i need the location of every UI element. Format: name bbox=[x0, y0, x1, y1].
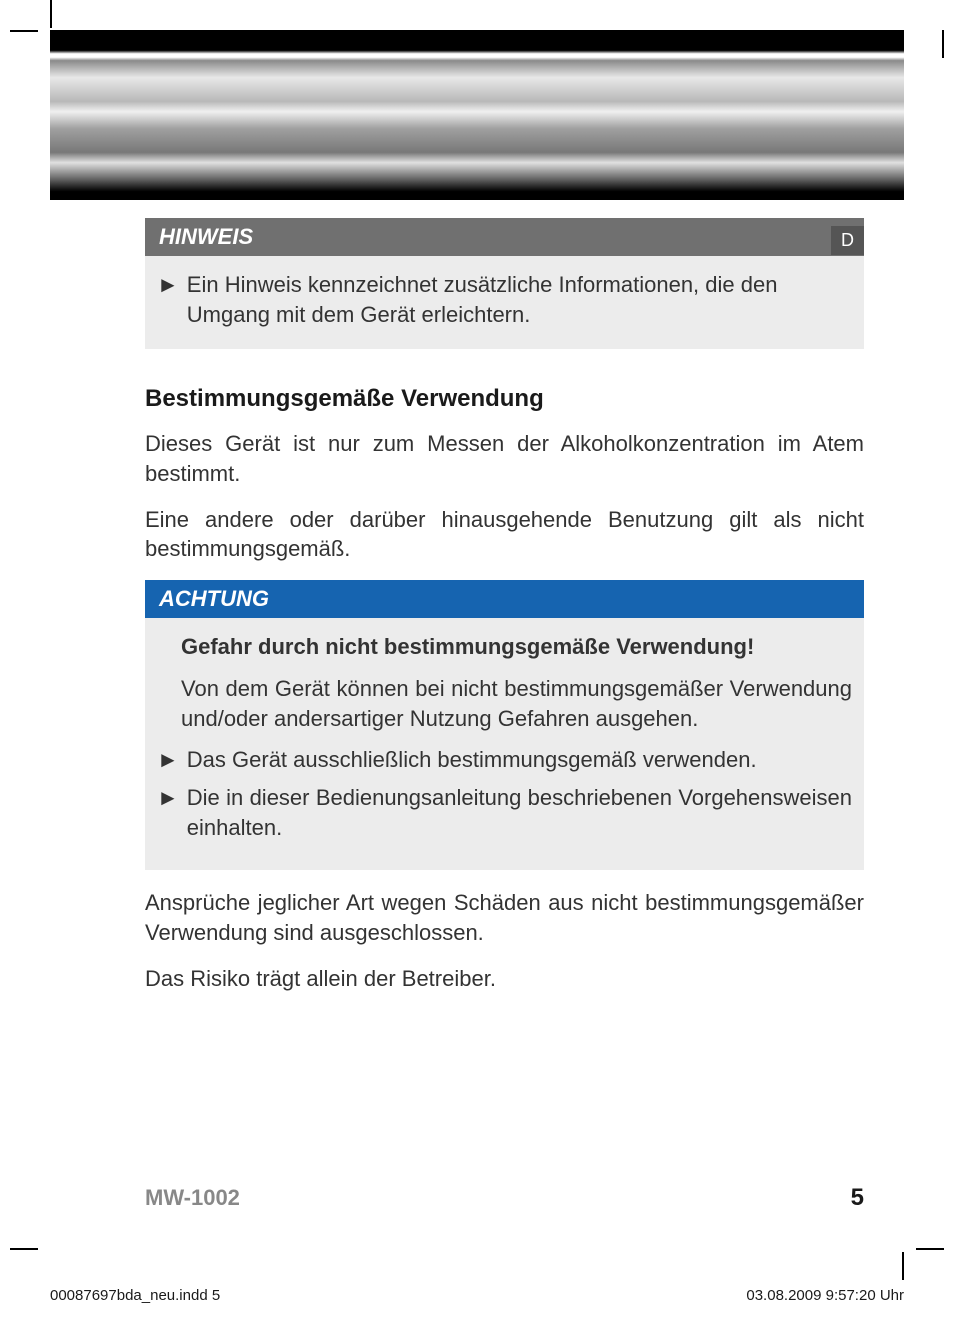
notice-text: Ein Hinweis kennzeichnet zusätzliche Inf… bbox=[187, 270, 852, 329]
caution-box: ACHTUNG Gefahr durch nicht bestimmungsge… bbox=[145, 580, 864, 870]
notice-header: HINWEIS bbox=[145, 218, 864, 256]
crop-mark bbox=[916, 1248, 944, 1250]
body-paragraph: Ansprüche jeglicher Art wegen Schäden au… bbox=[145, 888, 864, 947]
caution-item: ► Die in dieser Bedienungsanleitung besc… bbox=[157, 783, 852, 842]
notice-item: ► Ein Hinweis kennzeichnet zusätzliche I… bbox=[157, 270, 852, 329]
crop-mark bbox=[50, 0, 52, 28]
language-badge: D bbox=[831, 226, 864, 255]
caution-item: ► Das Gerät ausschließlich bestimmungsge… bbox=[157, 745, 852, 775]
section-heading: Bestimmungsgemäße Verwendung bbox=[145, 385, 864, 413]
meta-filename: 00087697bda_neu.indd 5 bbox=[50, 1287, 220, 1304]
footer-model: MW-1002 bbox=[145, 1185, 240, 1211]
arrow-bullet-icon: ► bbox=[157, 270, 179, 329]
meta-timestamp: 03.08.2009 9:57:20 Uhr bbox=[746, 1287, 904, 1304]
meta-footer: 00087697bda_neu.indd 5 03.08.2009 9:57:2… bbox=[50, 1287, 904, 1304]
notice-body: ► Ein Hinweis kennzeichnet zusätzliche I… bbox=[145, 256, 864, 349]
caution-paragraph: Von dem Gerät können bei nicht bestimmun… bbox=[157, 674, 852, 733]
caution-item-text: Die in dieser Bedienungsanleitung beschr… bbox=[187, 783, 852, 842]
header-banner-image bbox=[50, 30, 904, 200]
arrow-bullet-icon: ► bbox=[157, 783, 179, 842]
content-area: HINWEIS ► Ein Hinweis kennzeichnet zusät… bbox=[50, 200, 904, 993]
body-paragraph: Das Risiko trägt allein der Betreiber. bbox=[145, 964, 864, 994]
page-container: D HINWEIS ► Ein Hinweis kennzeichnet zus… bbox=[50, 30, 904, 1250]
page-footer: MW-1002 5 bbox=[145, 1184, 864, 1212]
crop-mark bbox=[942, 30, 944, 58]
body-paragraph: Eine andere oder darüber hinausgehende B… bbox=[145, 505, 864, 564]
crop-mark bbox=[10, 30, 38, 32]
footer-page-number: 5 bbox=[851, 1184, 864, 1212]
crop-mark bbox=[902, 1252, 904, 1280]
caution-header: ACHTUNG bbox=[145, 580, 864, 618]
caution-subheading: Gefahr durch nicht bestimmungsgemäße Ver… bbox=[157, 632, 852, 662]
body-paragraph: Dieses Gerät ist nur zum Messen der Alko… bbox=[145, 429, 864, 488]
notice-box: HINWEIS ► Ein Hinweis kennzeichnet zusät… bbox=[145, 218, 864, 349]
arrow-bullet-icon: ► bbox=[157, 745, 179, 775]
crop-mark bbox=[10, 1248, 38, 1250]
caution-body: Gefahr durch nicht bestimmungsgemäße Ver… bbox=[145, 618, 864, 870]
caution-item-text: Das Gerät ausschließlich bestimmungsgemä… bbox=[187, 745, 757, 775]
